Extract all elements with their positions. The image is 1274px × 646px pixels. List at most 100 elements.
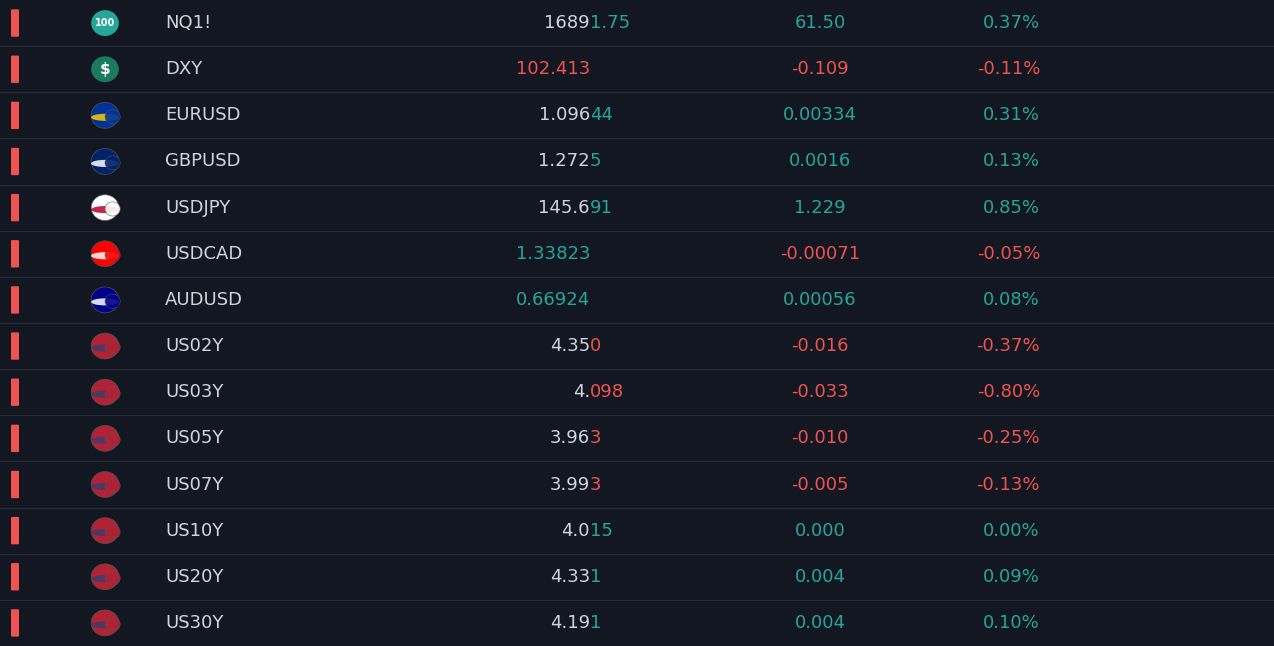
Text: 0.0016: 0.0016: [789, 152, 851, 171]
Ellipse shape: [104, 248, 120, 262]
Text: -0.37%: -0.37%: [976, 337, 1040, 355]
Ellipse shape: [92, 114, 118, 121]
Ellipse shape: [92, 149, 118, 174]
FancyBboxPatch shape: [11, 333, 19, 360]
Text: US03Y: US03Y: [166, 383, 223, 401]
Text: -0.80%: -0.80%: [977, 383, 1040, 401]
FancyBboxPatch shape: [11, 563, 19, 590]
Text: 4.35: 4.35: [550, 337, 590, 355]
Text: US20Y: US20Y: [166, 568, 223, 586]
Text: 0.31%: 0.31%: [984, 107, 1040, 125]
Text: 15: 15: [590, 521, 613, 539]
Text: 0.00056: 0.00056: [784, 291, 857, 309]
Text: 0.09%: 0.09%: [984, 568, 1040, 586]
Ellipse shape: [104, 571, 120, 585]
Text: US05Y: US05Y: [166, 430, 223, 448]
Ellipse shape: [92, 160, 118, 167]
Text: 61.50: 61.50: [795, 14, 846, 32]
Ellipse shape: [92, 426, 118, 452]
Text: 3: 3: [590, 430, 601, 448]
Text: 4.33: 4.33: [550, 568, 590, 586]
Text: -0.11%: -0.11%: [977, 60, 1040, 78]
Text: AUDUSD: AUDUSD: [166, 291, 243, 309]
Text: 1.096: 1.096: [539, 107, 590, 125]
Text: -0.016: -0.016: [791, 337, 848, 355]
FancyBboxPatch shape: [11, 379, 19, 406]
Text: 1.33823: 1.33823: [516, 245, 590, 263]
Text: -0.25%: -0.25%: [976, 430, 1040, 448]
Text: 0.004: 0.004: [795, 614, 846, 632]
Ellipse shape: [92, 10, 118, 36]
Text: 0.85%: 0.85%: [984, 198, 1040, 216]
Ellipse shape: [104, 294, 120, 308]
Ellipse shape: [92, 194, 118, 220]
Ellipse shape: [92, 621, 118, 629]
Text: 91: 91: [590, 198, 613, 216]
Text: 0.37%: 0.37%: [982, 14, 1040, 32]
Text: 102.413: 102.413: [516, 60, 590, 78]
FancyBboxPatch shape: [11, 517, 19, 545]
FancyBboxPatch shape: [11, 424, 19, 452]
Ellipse shape: [92, 529, 118, 536]
Text: EURUSD: EURUSD: [166, 107, 241, 125]
Text: 1: 1: [590, 568, 601, 586]
Ellipse shape: [92, 437, 118, 444]
Ellipse shape: [92, 610, 118, 636]
Ellipse shape: [104, 340, 120, 355]
Text: 3: 3: [590, 475, 601, 494]
Text: 44: 44: [590, 107, 613, 125]
Ellipse shape: [92, 206, 118, 213]
Ellipse shape: [92, 103, 118, 129]
Text: 1.272: 1.272: [539, 152, 590, 171]
Text: US07Y: US07Y: [166, 475, 223, 494]
Ellipse shape: [92, 333, 118, 359]
Ellipse shape: [104, 479, 120, 493]
Ellipse shape: [104, 156, 120, 170]
Text: 100: 100: [94, 18, 115, 28]
Ellipse shape: [104, 386, 120, 401]
Text: -0.13%: -0.13%: [976, 475, 1040, 494]
Text: US02Y: US02Y: [166, 337, 223, 355]
Text: 145.6: 145.6: [539, 198, 590, 216]
FancyBboxPatch shape: [11, 240, 19, 267]
Ellipse shape: [92, 287, 118, 313]
Text: 3.96: 3.96: [550, 430, 590, 448]
FancyBboxPatch shape: [11, 286, 19, 313]
Text: NQ1!: NQ1!: [166, 14, 211, 32]
Ellipse shape: [92, 564, 118, 590]
Ellipse shape: [92, 252, 118, 259]
Text: 1.229: 1.229: [794, 198, 846, 216]
Text: 4.: 4.: [573, 383, 590, 401]
Text: 3.99: 3.99: [550, 475, 590, 494]
Text: 5: 5: [590, 152, 601, 171]
Text: -0.010: -0.010: [791, 430, 848, 448]
Text: 0.00%: 0.00%: [984, 521, 1040, 539]
Text: -0.00071: -0.00071: [780, 245, 860, 263]
Ellipse shape: [92, 344, 118, 351]
Ellipse shape: [104, 202, 120, 216]
Ellipse shape: [104, 110, 120, 124]
Text: GBPUSD: GBPUSD: [166, 152, 241, 171]
Text: 0.000: 0.000: [795, 521, 846, 539]
Ellipse shape: [92, 298, 118, 306]
Text: -0.005: -0.005: [791, 475, 848, 494]
Text: 0.08%: 0.08%: [984, 291, 1040, 309]
Text: 1: 1: [590, 614, 601, 632]
Text: -0.109: -0.109: [791, 60, 848, 78]
Text: 0.66924: 0.66924: [516, 291, 590, 309]
FancyBboxPatch shape: [11, 609, 19, 636]
Ellipse shape: [92, 379, 118, 405]
Text: USDJPY: USDJPY: [166, 198, 231, 216]
FancyBboxPatch shape: [11, 101, 19, 129]
Ellipse shape: [92, 56, 118, 82]
Ellipse shape: [92, 241, 118, 267]
FancyBboxPatch shape: [11, 56, 19, 83]
Text: 0.10%: 0.10%: [984, 614, 1040, 632]
FancyBboxPatch shape: [11, 194, 19, 222]
Ellipse shape: [92, 517, 118, 543]
Ellipse shape: [92, 472, 118, 497]
FancyBboxPatch shape: [11, 148, 19, 175]
Text: 4.0: 4.0: [562, 521, 590, 539]
Text: USDCAD: USDCAD: [166, 245, 242, 263]
Text: 0.004: 0.004: [795, 568, 846, 586]
